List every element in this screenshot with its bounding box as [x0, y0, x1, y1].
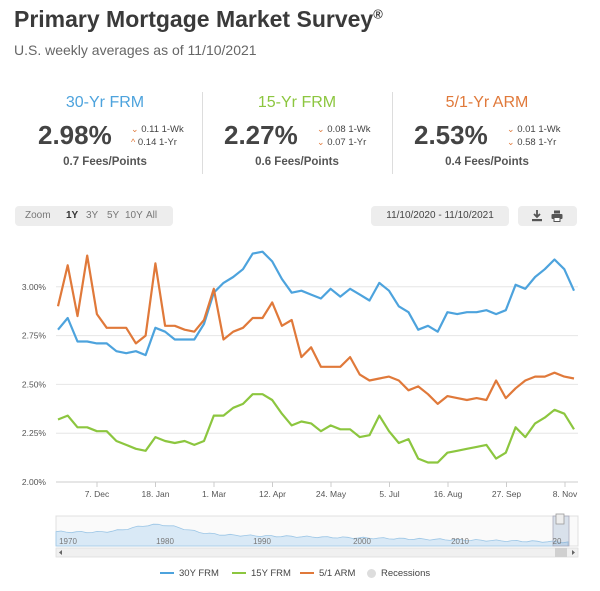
- zoom-label: Zoom: [25, 210, 51, 221]
- x-tick-label: 12. Apr: [259, 489, 286, 499]
- stat-yr-change: 0.58 1-Yr: [517, 137, 557, 148]
- page-title-text: Primary Mortgage Market Survey: [14, 6, 374, 32]
- rate-chart: 3.00% 2.75% 2.50% 2.25% 2.00% 7. Dec 18. Jan 1…: [22, 250, 579, 558]
- arrow-down-icon: ⌄: [131, 124, 139, 134]
- navigator-tick-label: 1970: [59, 537, 77, 546]
- stat-yr-change: 0.14 1-Yr: [137, 137, 177, 148]
- chart-gridlines: [56, 286, 578, 483]
- y-tick-label: 2.00%: [22, 477, 47, 487]
- stat-15yr: 15-Yr FRM 2.27% ⌄ 0.08 1-Wk ⌄ 0.07 1-Yr …: [202, 88, 392, 168]
- y-tick-label: 3.00%: [22, 282, 47, 292]
- scroll-right-icon[interactable]: [572, 550, 575, 555]
- stat-name: 30-Yr FRM: [65, 94, 145, 111]
- series-lines: [56, 250, 576, 464]
- navigator-tick-label: 20: [553, 537, 562, 546]
- zoom-bar: Zoom 1Y 3Y 5Y 10Y All: [15, 206, 173, 226]
- legend-30yr[interactable]: 30Y FRM: [160, 568, 219, 579]
- series-line-30y-frm: [57, 250, 576, 357]
- navigator-series: [55, 523, 569, 547]
- y-tick-label: 2.75%: [22, 331, 47, 341]
- navigator-tick-label: 1990: [253, 537, 271, 546]
- legend-label: Recessions: [381, 568, 431, 579]
- zoom-10y-button[interactable]: 10Y: [125, 210, 143, 221]
- y-tick-label: 2.25%: [22, 428, 47, 438]
- x-axis: 7. Dec 18. Jan 1. Mar 12. Apr 24. May 5. Jul 1…: [56, 481, 578, 499]
- navigator-handle[interactable]: [555, 513, 565, 525]
- stat-30yr: 30-Yr FRM 2.98% ⌄ 0.11 1-Wk ^ 0.14 1-Yr …: [10, 88, 200, 168]
- x-tick-label: 24. May: [316, 489, 347, 499]
- stat-rate: 2.27%: [224, 120, 298, 150]
- arrow-down-icon: ⌄: [317, 137, 325, 147]
- arrow-down-icon: ⌄: [317, 124, 325, 134]
- zoom-5y-button[interactable]: 5Y: [107, 210, 120, 221]
- navigator-tick-label: 2010: [451, 537, 469, 546]
- page-subtitle: U.S. weekly averages as of 11/10/2021: [14, 42, 257, 58]
- y-axis: 3.00% 2.75% 2.50% 2.25% 2.00%: [22, 282, 47, 487]
- zoom-1y-button[interactable]: 1Y: [66, 210, 79, 221]
- navigator-tick-label: 2000: [353, 537, 371, 546]
- rate-summary: 30-Yr FRM 2.98% ⌄ 0.11 1-Wk ^ 0.14 1-Yr …: [0, 88, 600, 178]
- arrow-down-icon: ⌄: [507, 137, 515, 147]
- stat-wk-change: 0.11 1-Wk: [141, 124, 184, 135]
- download-icon[interactable]: [530, 209, 544, 223]
- zoom-all-button[interactable]: All: [146, 210, 158, 221]
- stat-yr-change: 0.07 1-Yr: [327, 137, 367, 148]
- scroll-left-icon[interactable]: [59, 550, 62, 555]
- x-tick-label: 8. Nov: [553, 489, 578, 499]
- stat-rate: 2.53%: [414, 120, 488, 150]
- legend-arm[interactable]: 5/1 ARM: [300, 568, 355, 579]
- legend-recessions[interactable]: Recessions: [367, 568, 430, 579]
- stat-changes: ⌄ 0.08 1-Wk ⌄ 0.07 1-Yr: [317, 123, 370, 149]
- x-tick-label: 1. Mar: [202, 489, 226, 499]
- legend-swatch: [232, 572, 246, 575]
- stat-fees: 0.4 Fees/Points: [445, 156, 529, 168]
- legend-label: 5/1 ARM: [319, 568, 356, 579]
- y-tick-label: 2.50%: [22, 379, 47, 389]
- date-range-button[interactable]: 11/10/2020 - 11/10/2021: [371, 206, 509, 226]
- legend-label: 15Y FRM: [251, 568, 291, 579]
- stat-rate: 2.98%: [38, 120, 112, 150]
- x-tick-label: 16. Aug: [434, 489, 463, 499]
- x-tick-label: 7. Dec: [85, 489, 110, 499]
- arrow-up-icon: ^: [131, 137, 136, 147]
- arrow-down-icon: ⌄: [507, 124, 515, 134]
- scrollbar-thumb[interactable]: [555, 548, 567, 557]
- legend-swatch: [300, 572, 314, 575]
- navigator[interactable]: 1970 1980 1990 2000 2010 20: [55, 513, 579, 558]
- series-line-5-1-arm: [56, 254, 575, 405]
- chart-tools: [518, 206, 577, 226]
- zoom-3y-button[interactable]: 3Y: [86, 210, 99, 221]
- stat-arm: 5/1-Yr ARM 2.53% ⌄ 0.01 1-Wk ⌄ 0.58 1-Yr…: [392, 88, 582, 168]
- stat-name: 15-Yr FRM: [257, 94, 337, 111]
- stat-name: 5/1-Yr ARM: [445, 94, 529, 111]
- page-title: Primary Mortgage Market Survey®: [14, 6, 383, 33]
- print-icon[interactable]: [550, 209, 564, 223]
- stat-changes: ⌄ 0.11 1-Wk ^ 0.14 1-Yr: [131, 123, 184, 149]
- stat-divider: [392, 92, 393, 174]
- navigator-tick-label: 1980: [156, 537, 174, 546]
- stat-divider: [202, 92, 203, 174]
- legend-dot: [367, 568, 376, 578]
- x-tick-label: 27. Sep: [492, 489, 522, 499]
- stat-changes: ⌄ 0.01 1-Wk ⌄ 0.58 1-Yr: [507, 123, 560, 149]
- stat-wk-change: 0.01 1-Wk: [517, 124, 561, 135]
- x-tick-label: 5. Jul: [379, 489, 399, 499]
- legend-15yr[interactable]: 15Y FRM: [232, 568, 291, 579]
- navigator-scrollbar[interactable]: [55, 547, 579, 558]
- legend-swatch: [160, 572, 174, 575]
- registered-mark: ®: [373, 6, 383, 22]
- stat-fees: 0.7 Fees/Points: [63, 156, 147, 168]
- legend-label: 30Y FRM: [179, 568, 219, 579]
- stat-wk-change: 0.08 1-Wk: [327, 124, 371, 135]
- x-tick-label: 18. Jan: [142, 489, 170, 499]
- series-line-15y-frm: [57, 393, 575, 464]
- chart-legend: 30Y FRM 15Y FRM 5/1 ARM Recessions: [0, 566, 600, 582]
- stat-fees: 0.6 Fees/Points: [255, 156, 339, 168]
